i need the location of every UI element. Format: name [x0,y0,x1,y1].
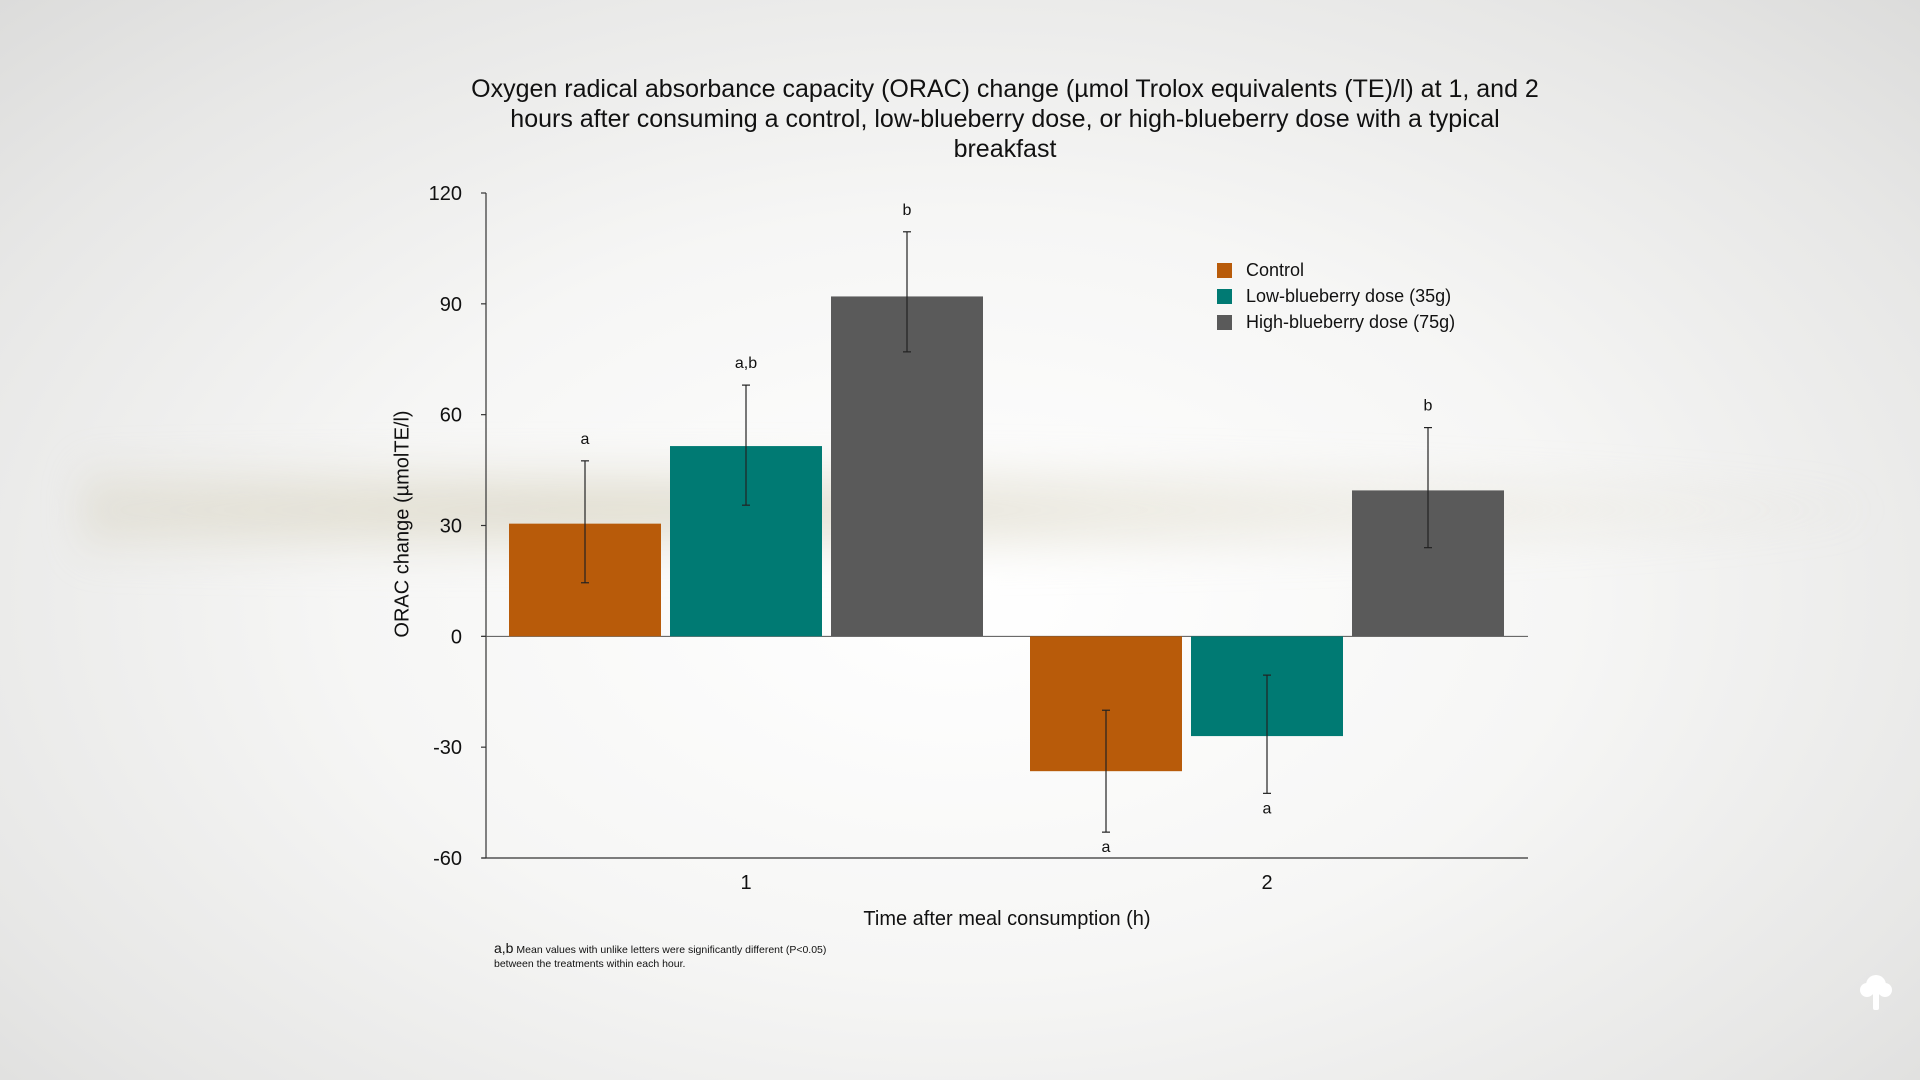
footnote-line-2: between the treatments within each hour. [494,958,686,970]
significance-letter: b [903,202,912,219]
y-tick-label: 30 [440,516,462,538]
significance-letter: b [1424,398,1433,415]
legend: Control Low-blueberry dose (35g) High-bl… [1217,257,1455,335]
legend-label: Control [1246,259,1305,280]
legend-label: High-blueberry dose (75g) [1246,311,1456,332]
legend-swatch [1217,314,1232,330]
error-bars [581,231,1432,833]
y-axis-label: ORAC change (µmolTE/l) [391,410,414,638]
significance-letter: a [581,431,590,448]
y-tick-label: 120 [429,183,462,205]
legend-item-low-dose: Low-blueberry dose (35g) [1217,283,1455,309]
legend-label: Low-blueberry dose (35g) [1246,285,1452,306]
significance-letter: a,b [735,355,757,372]
x-tick-label: 1 [740,872,751,894]
significance-labels: a a,b b a a b [581,202,1433,856]
legend-swatch [1217,288,1232,304]
y-tick-label: -60 [433,848,462,870]
legend-swatch [1217,262,1232,278]
footnote-letters: a,b [494,940,514,956]
y-tick-label: 0 [451,626,462,648]
significance-letter: a [1263,800,1272,817]
bar [831,296,983,637]
significance-letter: a [1102,839,1111,856]
bars [509,296,1504,772]
y-tick-label: -30 [433,737,462,759]
tree-icon [1860,975,1892,1010]
legend-item-control: Control [1217,257,1455,283]
footnote-line-1: Mean values with unlike letters were sig… [516,944,827,956]
y-tick-label: 90 [440,294,462,316]
chart-title: Oxygen radical absorbance capacity (ORAC… [471,75,1539,163]
x-tick-label: 2 [1261,872,1272,894]
legend-item-high-dose: High-blueberry dose (75g) [1217,309,1455,335]
x-axis-label: Time after meal consumption (h) [863,908,1151,930]
y-tick-label: 60 [440,405,462,427]
footnote: a,b Mean values with unlike letters were… [494,941,914,971]
